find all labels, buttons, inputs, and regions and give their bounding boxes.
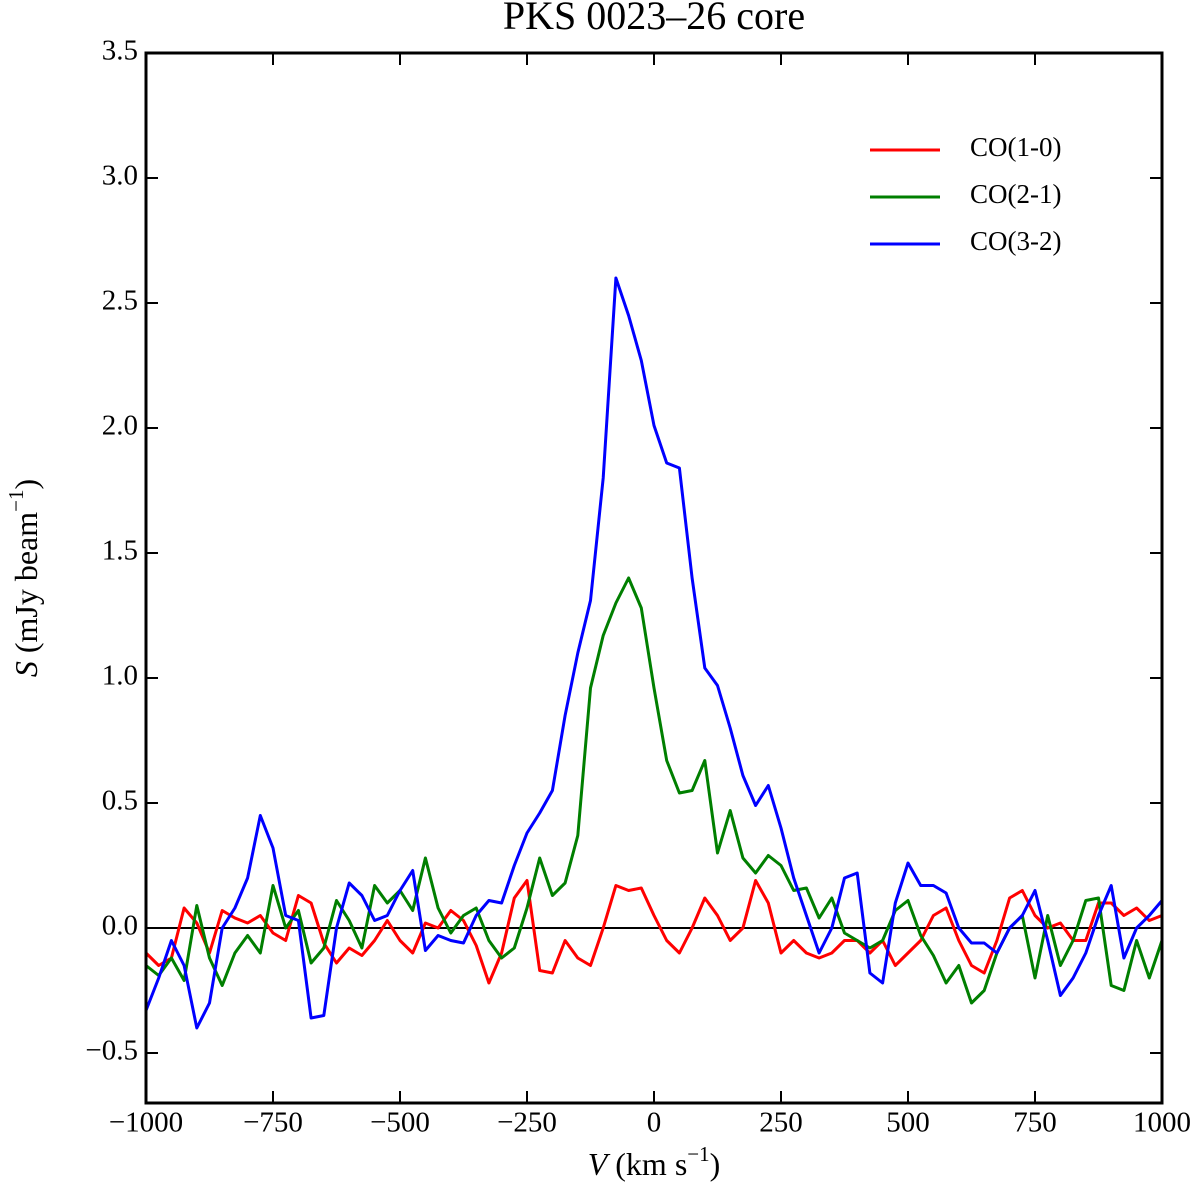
y-tick-label: 2.0 bbox=[102, 410, 138, 442]
x-tick-label: −1000 bbox=[109, 1107, 183, 1139]
y-tick-label: 2.5 bbox=[102, 285, 138, 317]
y-tick-label: 0.5 bbox=[102, 785, 138, 817]
x-tick-label: 750 bbox=[1013, 1107, 1057, 1139]
y-tick-label: 1.5 bbox=[102, 535, 138, 567]
y-tick-label: 1.0 bbox=[102, 660, 138, 692]
legend-label: CO(1-0) bbox=[970, 132, 1061, 162]
y-axis-label: S (mJy beam−1) bbox=[4, 479, 45, 677]
y-tick-label: 3.5 bbox=[102, 35, 138, 67]
legend-label: CO(2-1) bbox=[970, 179, 1061, 209]
x-tick-label: 0 bbox=[647, 1107, 662, 1139]
y-tick-label: −0.5 bbox=[85, 1035, 138, 1067]
x-axis-label: V (km s−1) bbox=[588, 1142, 721, 1183]
series-line bbox=[145, 576, 1164, 1005]
chart-title: PKS 0023–26 core bbox=[503, 0, 805, 38]
x-tick-label: −500 bbox=[370, 1107, 430, 1139]
x-tick-label: 1000 bbox=[1133, 1107, 1191, 1139]
y-tick-label: 0.0 bbox=[102, 910, 138, 942]
y-tick-label: 3.0 bbox=[102, 160, 138, 192]
plot-frame bbox=[144, 51, 1164, 1105]
x-tick-label: −750 bbox=[243, 1107, 303, 1139]
legend-label: CO(3-2) bbox=[970, 226, 1061, 256]
x-tick-label: 250 bbox=[759, 1107, 803, 1139]
x-tick-label: −250 bbox=[497, 1107, 557, 1139]
x-tick-label: 500 bbox=[886, 1107, 930, 1139]
series-line bbox=[144, 276, 1164, 1030]
